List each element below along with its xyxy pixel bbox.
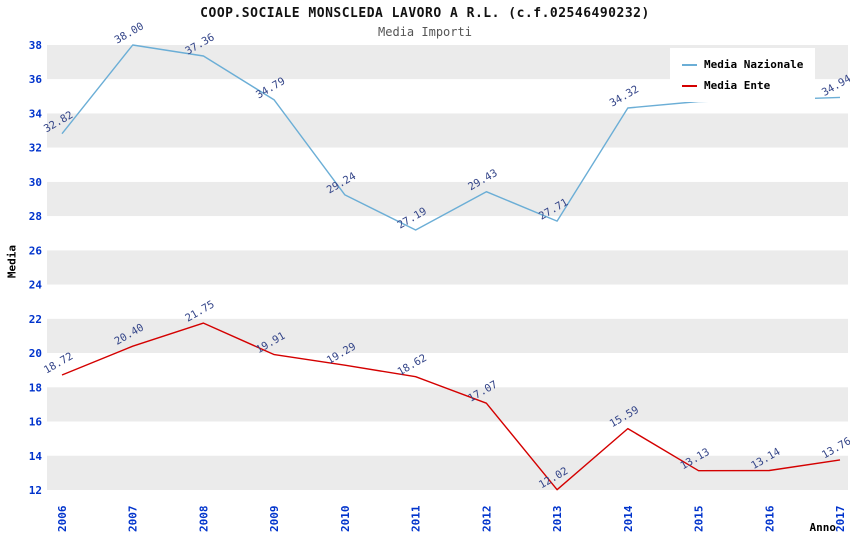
y-tick-label: 18 [29, 381, 42, 394]
plot-band [47, 455, 848, 490]
y-tick-label: 22 [29, 313, 42, 326]
legend-entry-media-nazionale: Media Nazionale [682, 58, 803, 71]
plot-band [47, 284, 848, 319]
plot-band [47, 216, 848, 251]
x-tick-label: 2008 [197, 506, 210, 533]
plot-band [47, 318, 848, 354]
plot-band [47, 250, 848, 285]
y-tick-label: 16 [29, 416, 43, 429]
plot-band [47, 387, 848, 422]
y-tick-label: 30 [29, 176, 42, 189]
plot-band [47, 353, 848, 388]
legend-label: Media Ente [704, 79, 771, 92]
chart-legend: Media Nazionale Media Ente [670, 48, 816, 102]
x-tick-label: 2007 [127, 506, 140, 533]
x-tick-label: 2016 [763, 505, 776, 532]
y-tick-label: 28 [29, 210, 42, 223]
line-marker-icon [682, 63, 697, 66]
legend-label: Media Nazionale [704, 58, 804, 71]
y-tick-label: 20 [29, 347, 42, 360]
x-tick-label: 2017 [834, 506, 847, 533]
y-tick-label: 36 [29, 73, 43, 86]
y-tick-label: 34 [29, 107, 43, 120]
chart-title: COOP.SOCIALE MONSCLEDA LAVORO A R.L. (c.… [200, 6, 650, 21]
series-line [61, 322, 841, 491]
x-tick-label: 2012 [480, 506, 493, 533]
x-tick-label: 2014 [622, 505, 635, 532]
line-marker-icon [682, 84, 697, 87]
plot-band [47, 147, 848, 182]
x-tick-label: 2015 [693, 506, 706, 533]
legend-entry-media-ente: Media Ente [682, 79, 803, 92]
y-tick-label: 32 [29, 142, 42, 155]
y-tick-label: 24 [29, 279, 43, 292]
y-axis-title: Media [5, 244, 19, 279]
x-tick-label: 2006 [56, 505, 69, 532]
x-axis-title: Anno [809, 521, 837, 534]
x-tick-label: 2009 [268, 506, 281, 533]
plot-band [47, 113, 848, 148]
plot-band [47, 421, 848, 456]
y-tick-label: 12 [29, 484, 42, 497]
chart-subtitle: Media Importi [378, 25, 472, 39]
x-tick-label: 2013 [551, 506, 564, 533]
y-tick-label: 38 [29, 39, 42, 52]
y-tick-label: 26 [29, 244, 43, 257]
x-tick-label: 2010 [339, 506, 352, 533]
y-tick-label: 14 [29, 450, 43, 463]
plot-band [47, 181, 848, 217]
x-tick-label: 2011 [410, 505, 423, 532]
